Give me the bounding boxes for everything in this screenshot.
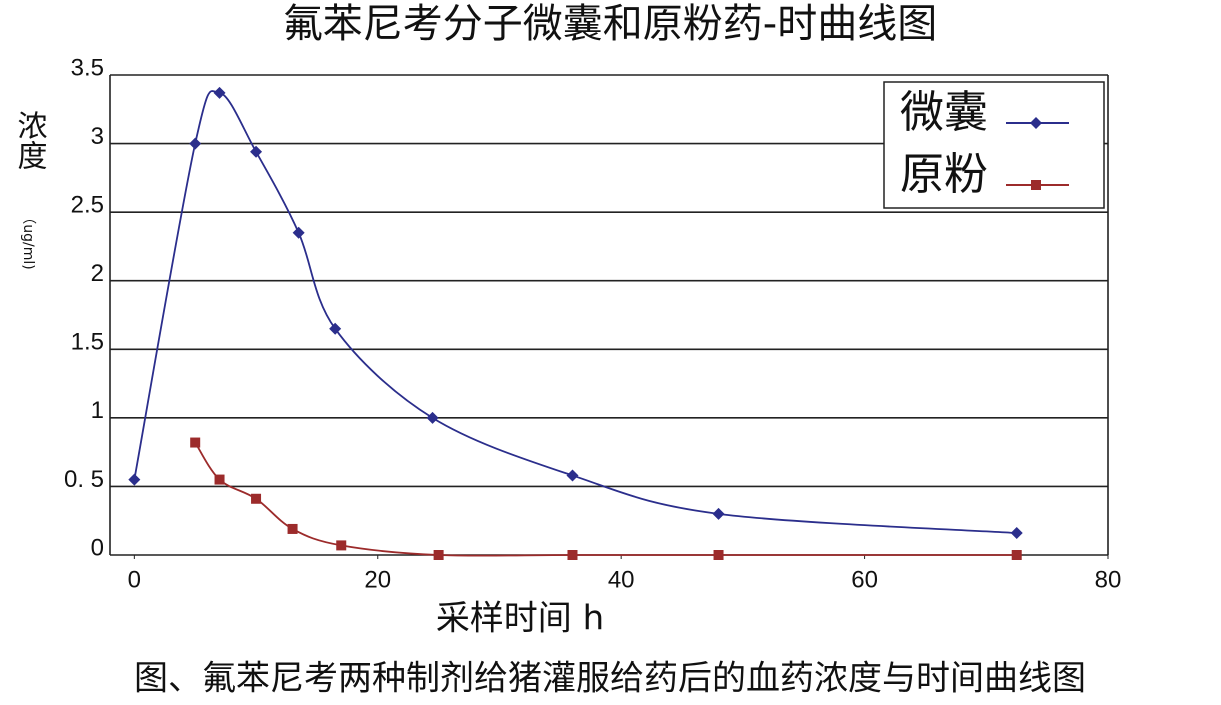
data-point xyxy=(336,540,347,551)
legend-marker xyxy=(1031,180,1041,190)
data-point xyxy=(128,473,141,486)
y-tick-label: 3.5 xyxy=(71,54,104,81)
y-tick-label: 2.5 xyxy=(71,191,104,218)
data-point xyxy=(713,550,724,560)
x-axis-label: 采样时间 h xyxy=(436,599,604,639)
x-tick-label: 60 xyxy=(851,566,878,593)
data-point xyxy=(292,226,305,239)
x-tick-label: 20 xyxy=(364,566,391,593)
legend-label: 原粉 xyxy=(900,149,988,200)
data-point xyxy=(251,493,262,504)
y-tick-label: 2 xyxy=(91,260,104,287)
data-point xyxy=(189,137,202,150)
data-point xyxy=(213,86,226,99)
y-tick-label: 1.5 xyxy=(71,329,104,356)
legend-marker xyxy=(1030,117,1042,129)
data-point xyxy=(287,523,298,534)
data-point xyxy=(566,469,579,482)
caption: 图、氟苯尼考两种制剂给猪灌服给药后的血药浓度与时间曲线图 xyxy=(134,659,1086,699)
data-point xyxy=(426,411,439,424)
series-line xyxy=(194,442,1017,557)
x-tick-label: 80 xyxy=(1095,566,1122,593)
data-point xyxy=(214,474,225,485)
y-axis-label: 浓度 xyxy=(12,110,47,170)
x-tick-label: 40 xyxy=(608,566,635,593)
y-tick-label: 0 xyxy=(91,534,104,561)
y-axis-unit: （ug/ml) xyxy=(20,210,36,269)
data-point xyxy=(1011,550,1022,560)
y-tick-label: 1 xyxy=(91,397,104,424)
data-point xyxy=(190,437,201,448)
data-point xyxy=(712,507,725,520)
data-point xyxy=(250,145,263,158)
legend-box xyxy=(883,81,1105,209)
chart-title: 氟苯尼考分子微囊和原粉药-时曲线图 xyxy=(283,1,937,47)
data-point xyxy=(329,322,342,335)
data-point xyxy=(567,550,578,560)
y-tick-label: 3 xyxy=(91,123,104,150)
y-tick-label: 0. 5 xyxy=(64,466,104,493)
data-point xyxy=(433,550,444,560)
x-tick-label: 0 xyxy=(128,566,141,593)
data-point xyxy=(1010,527,1023,540)
legend-label: 微囊 xyxy=(900,87,988,138)
